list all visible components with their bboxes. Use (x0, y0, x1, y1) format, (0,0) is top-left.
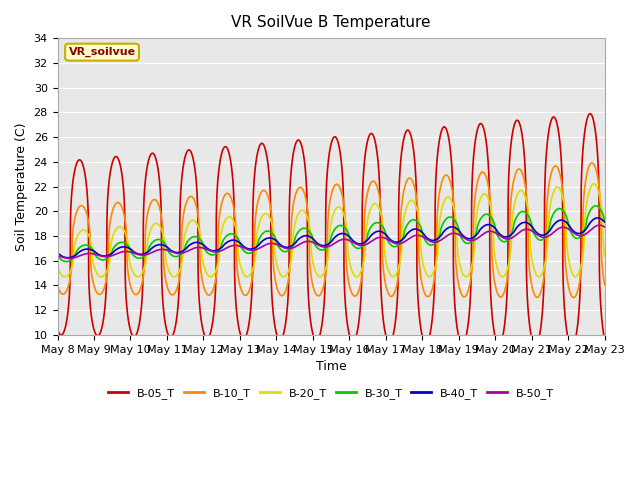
B-50_T (454, 231, 461, 237)
B-10_T (239, 291, 247, 297)
B-40_T (571, 229, 579, 235)
B-20_T (601, 253, 609, 259)
B-10_T (588, 160, 596, 166)
B-50_T (54, 253, 61, 259)
B-10_T (571, 294, 579, 300)
B-10_T (54, 283, 61, 289)
B-05_T (571, 338, 579, 344)
B-05_T (239, 336, 247, 342)
B-20_T (590, 181, 598, 187)
B-50_T (596, 222, 604, 228)
B-20_T (571, 274, 579, 280)
Line: B-10_T: B-10_T (58, 163, 605, 298)
Text: VR_soilvue: VR_soilvue (68, 47, 136, 57)
B-40_T (313, 240, 321, 245)
B-05_T (312, 338, 320, 344)
B-30_T (54, 252, 61, 257)
B-50_T (601, 224, 609, 230)
B-10_T (570, 295, 577, 300)
Line: B-40_T: B-40_T (58, 218, 605, 258)
B-40_T (239, 243, 247, 249)
B-10_T (469, 255, 477, 261)
B-20_T (239, 271, 247, 276)
Title: VR SoilVue B Temperature: VR SoilVue B Temperature (231, 15, 431, 30)
Y-axis label: Soil Temperature (C): Soil Temperature (C) (15, 122, 28, 251)
B-40_T (594, 215, 602, 221)
B-40_T (54, 250, 61, 256)
B-20_T (61, 274, 68, 280)
B-20_T (469, 258, 477, 264)
B-10_T (601, 282, 609, 288)
B-05_T (454, 327, 461, 333)
B-30_T (578, 232, 586, 238)
Line: B-30_T: B-30_T (58, 206, 605, 262)
B-40_T (454, 227, 461, 232)
B-05_T (568, 344, 575, 349)
B-05_T (601, 336, 609, 342)
B-40_T (578, 230, 586, 236)
B-05_T (578, 169, 586, 175)
Legend: B-05_T, B-10_T, B-20_T, B-30_T, B-40_T, B-50_T: B-05_T, B-10_T, B-20_T, B-30_T, B-40_T, … (104, 384, 559, 404)
B-50_T (578, 233, 586, 239)
X-axis label: Time: Time (316, 360, 346, 373)
B-50_T (571, 231, 579, 237)
B-50_T (66, 255, 74, 261)
B-30_T (601, 218, 609, 224)
B-05_T (469, 164, 477, 170)
B-40_T (469, 235, 477, 240)
B-20_T (54, 264, 61, 270)
B-30_T (313, 244, 321, 250)
B-30_T (571, 235, 579, 240)
B-30_T (592, 203, 600, 209)
B-30_T (239, 248, 247, 253)
B-20_T (454, 246, 461, 252)
B-50_T (469, 238, 477, 243)
B-30_T (469, 237, 477, 242)
B-05_T (586, 111, 594, 117)
B-40_T (601, 219, 609, 225)
Line: B-20_T: B-20_T (58, 184, 605, 277)
B-10_T (454, 275, 461, 280)
B-50_T (313, 241, 321, 247)
B-50_T (239, 245, 247, 251)
B-30_T (63, 259, 70, 264)
B-10_T (312, 292, 320, 298)
B-40_T (64, 255, 72, 261)
B-20_T (313, 271, 321, 276)
B-10_T (578, 262, 586, 267)
Line: B-05_T: B-05_T (58, 114, 605, 347)
Line: B-50_T: B-50_T (58, 225, 605, 258)
B-30_T (454, 222, 461, 228)
B-05_T (54, 326, 61, 332)
B-20_T (578, 260, 586, 265)
